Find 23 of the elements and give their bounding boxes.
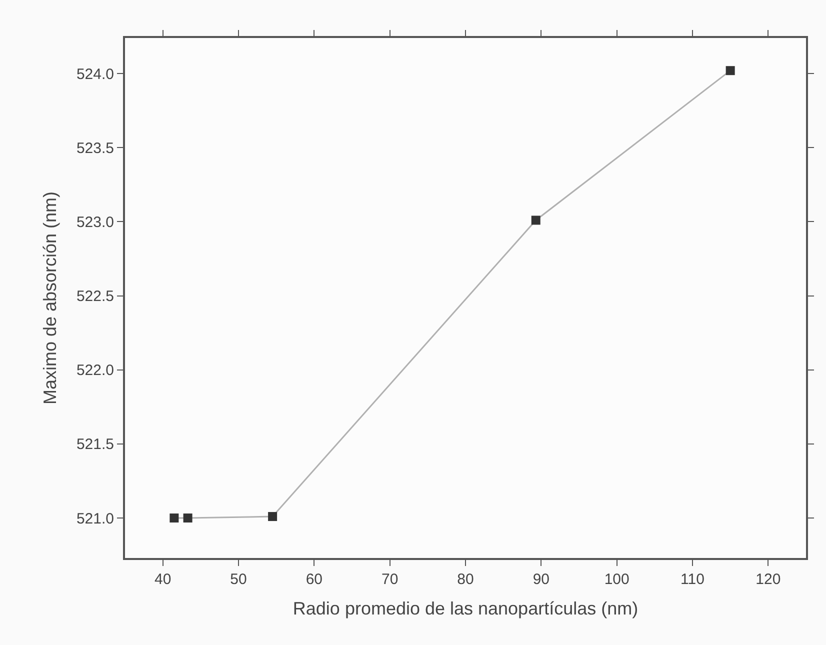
x-tick-label: 40 — [154, 571, 172, 588]
y-tick-label: 523.0 — [76, 214, 114, 231]
point — [531, 216, 540, 225]
y-tick-label: 522.5 — [76, 288, 114, 306]
point — [268, 512, 278, 522]
y-tick-label: 521.5 — [76, 436, 114, 454]
x-tick-label: 50 — [230, 571, 247, 588]
x-tick-label: 120 — [756, 571, 781, 588]
point — [183, 514, 192, 522]
x-tick-label: 90 — [532, 571, 550, 588]
x-tick-label: 80 — [457, 571, 474, 588]
y-tick-label: 522.0 — [76, 362, 114, 380]
x-axis-title: Radio promedio de las nanopartículas (nm) — [292, 598, 638, 619]
x-tick-label: 70 — [381, 571, 398, 588]
point — [726, 66, 735, 76]
x-tick-label: 60 — [306, 571, 323, 588]
x-tick-label: 110 — [680, 571, 704, 588]
x-tick-label: 100 — [604, 571, 630, 588]
point — [170, 514, 179, 522]
y-tick-label: 523.5 — [76, 140, 114, 157]
y-tick-label: 524.0 — [76, 66, 114, 83]
y-tick-label: 521.0 — [76, 510, 114, 528]
y-axis-title: Maximo de absorción (nm) — [40, 191, 60, 405]
